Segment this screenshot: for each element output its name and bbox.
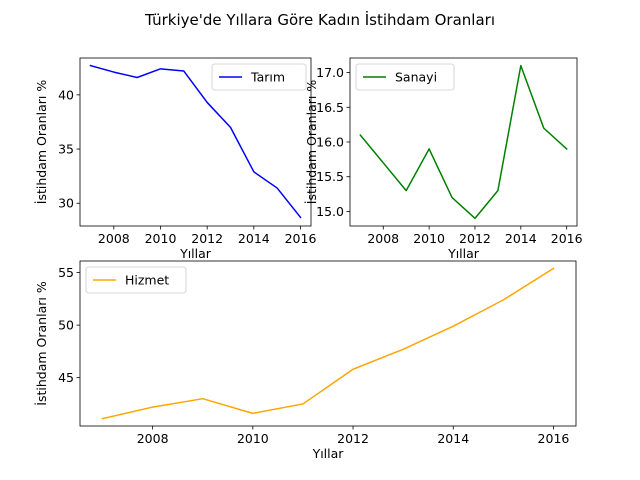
legend-box-2 [355,63,455,91]
legend-label-3-1: Hizmet [125,273,169,288]
y-tick-label-3-3: 55 [58,265,74,280]
series-line-2-1 [359,64,568,220]
x-axis-label-2: Yıllar [447,246,480,261]
legend-label-1-1: Tarım [250,70,285,85]
series-line-3-1 [101,267,555,420]
chart-panels: 2008 2010 2012 2014 2016 30 35 40 Yıllar İstihdam… [34,57,583,461]
y-tick-label-1-1: 30 [58,196,74,211]
y-tick-label-2-3: 16.0 [316,135,344,150]
x-tick-label-1-3: 2012 [191,231,223,246]
y-tick-label-3-2: 50 [58,318,74,333]
figure-title: Türkiye'de Yıllara Göre Kadın İstihdam O… [144,10,495,29]
x-tick-label-3-5: 2016 [538,431,570,446]
y-axis-label-2: İstihdam Oranları % [304,80,319,205]
y-axis-label-1: İstihdam Oranları % [34,80,49,205]
chart-panel-3: 2008 2010 2012 2014 2016 45 50 55 Yıllar İstihdam… [34,260,577,461]
x-tick-label-2-4: 2014 [505,231,537,246]
x-axis-label-1: Yıllar [179,246,212,261]
y-tick-label-2-2: 15.5 [316,169,344,184]
chart-panel-2: 2008 2010 2012 2014 2016 15.0 15.5 16.0 16.5 17.0… [304,57,583,261]
legend-box-1 [211,63,307,91]
x-tick-label-3-1: 2008 [137,431,169,446]
legend-label-2-1: Sanayi [395,70,437,85]
y-tick-label-1-2: 35 [58,142,74,157]
y-tick-label-2-1: 15.0 [316,204,344,219]
x-tick-label-3-4: 2014 [437,431,469,446]
x-tick-label-1-1: 2008 [98,231,130,246]
x-tick-label-2-1: 2008 [367,231,399,246]
x-tick-label-3-3: 2012 [337,431,369,446]
chart-panel-1: 2008 2010 2012 2014 2016 30 35 40 Yıllar İstihdam… [34,57,317,261]
series-line-1-1 [89,64,302,219]
x-tick-label-2-3: 2012 [459,231,491,246]
x-tick-label-2-2: 2010 [413,231,445,246]
x-tick-label-3-2: 2010 [237,431,269,446]
axes-frame-3 [79,260,577,427]
y-axis-label-3: İstihdam Oranları % [34,281,49,406]
x-tick-label-1-2: 2010 [145,231,177,246]
x-tick-label-2-5: 2016 [551,231,583,246]
x-axis-label-3: Yıllar [312,446,345,461]
x-tick-label-1-4: 2014 [238,231,270,246]
y-tick-label-1-3: 40 [58,87,74,102]
y-tick-label-3-1: 45 [58,370,74,385]
y-tick-label-2-4: 16.5 [316,100,344,115]
y-tick-label-2-5: 17.0 [316,65,344,80]
axes-frame-1 [79,57,312,227]
legend-box-3 [85,266,187,294]
x-tick-label-1-5: 2016 [285,231,317,246]
